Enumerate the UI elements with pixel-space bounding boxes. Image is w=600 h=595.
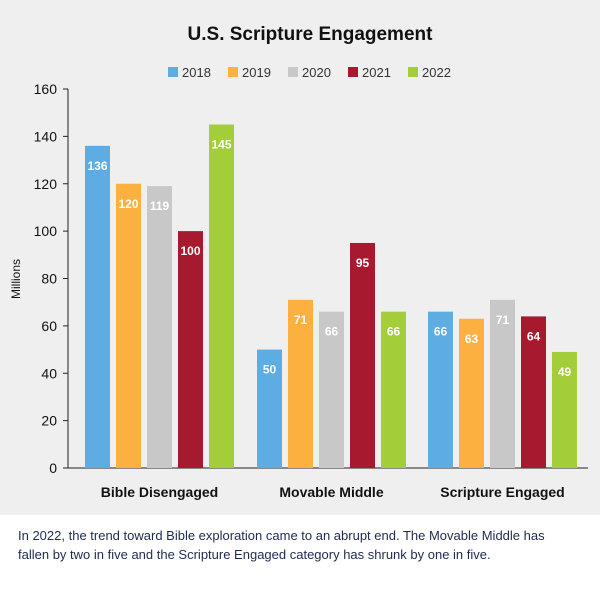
bar-value-label: 95 xyxy=(356,256,370,270)
bar-2019-movable-middle xyxy=(288,299,313,468)
bar-value-label: 120 xyxy=(118,197,138,211)
bar-value-label: 145 xyxy=(211,138,231,152)
bar-2021-scripture-engaged xyxy=(521,316,546,468)
bar-2020-bible-disengaged xyxy=(147,186,172,468)
legend-label-2022: 2022 xyxy=(422,65,451,80)
bar-2021-bible-disengaged xyxy=(178,231,203,468)
x-category-label: Movable Middle xyxy=(279,484,383,500)
y-tick-label: 60 xyxy=(41,318,57,334)
bar-2022-scripture-engaged xyxy=(552,351,577,468)
bar-2022-bible-disengaged xyxy=(209,124,234,468)
bar-2020-scripture-engaged xyxy=(490,299,515,468)
bar-2020-movable-middle xyxy=(319,311,344,468)
y-tick-label: 40 xyxy=(41,365,57,381)
chart-panel: U.S. Scripture Engagement 2018 2019 2020 202… xyxy=(0,0,600,515)
bar-value-label: 49 xyxy=(558,365,572,379)
bar-2021-movable-middle xyxy=(350,242,375,468)
bar-value-label: 64 xyxy=(527,329,541,343)
bar-value-label: 63 xyxy=(465,332,479,346)
bar-value-label: 66 xyxy=(325,325,339,339)
legend-label-2018: 2018 xyxy=(182,65,211,80)
x-category-label: Scripture Engaged xyxy=(440,484,564,500)
bar-2018-movable-middle xyxy=(257,349,282,468)
bar-value-label: 71 xyxy=(294,313,308,327)
bar-2022-movable-middle xyxy=(381,311,406,468)
legend-label-2020: 2020 xyxy=(302,65,331,80)
bar-value-label: 71 xyxy=(496,313,510,327)
bar-value-label: 100 xyxy=(180,244,200,258)
y-tick-label: 120 xyxy=(34,176,58,192)
y-tick-label: 140 xyxy=(34,128,58,144)
y-axis-label: Millions xyxy=(9,259,23,299)
legend-swatch-2019 xyxy=(228,67,238,77)
bar-2018-bible-disengaged xyxy=(85,145,110,468)
y-tick-label: 160 xyxy=(34,81,58,97)
y-tick-label: 100 xyxy=(34,223,58,239)
bar-2019-scripture-engaged xyxy=(459,318,484,468)
legend-swatch-2020 xyxy=(288,67,298,77)
y-tick-label: 0 xyxy=(49,460,57,476)
legend-swatch-2022 xyxy=(408,67,418,77)
bar-2018-scripture-engaged xyxy=(428,311,453,468)
bar-value-label: 136 xyxy=(87,159,107,173)
bar-value-label: 66 xyxy=(434,325,448,339)
legend-swatch-2018 xyxy=(168,67,178,77)
bar-value-label: 119 xyxy=(150,199,170,213)
legend-label-2019: 2019 xyxy=(242,65,271,80)
x-category-label: Bible Disengaged xyxy=(101,484,218,500)
y-tick-label: 80 xyxy=(41,271,57,287)
legend-swatch-2021 xyxy=(348,67,358,77)
bar-2019-bible-disengaged xyxy=(116,183,141,468)
chart-title: U.S. Scripture Engagement xyxy=(188,24,434,45)
bar-value-label: 50 xyxy=(263,363,277,377)
y-tick-label: 20 xyxy=(41,413,57,429)
legend-label-2021: 2021 xyxy=(362,65,391,80)
bar-value-label: 66 xyxy=(387,325,401,339)
chart-caption: In 2022, the trend toward Bible explorat… xyxy=(18,528,545,562)
